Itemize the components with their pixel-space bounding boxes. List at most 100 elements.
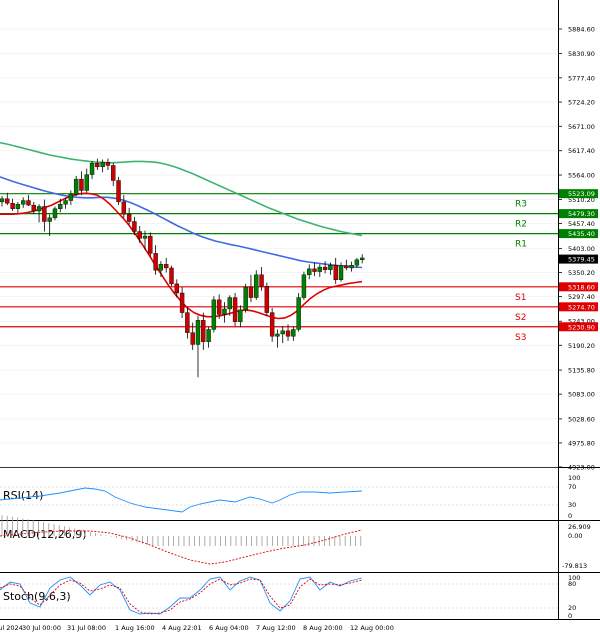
level-price-s3: 5230.90 (568, 323, 595, 331)
candle-body-47 (248, 286, 254, 298)
candle-body-12 (63, 200, 68, 205)
candle-body-59 (312, 268, 317, 272)
candle-body-45 (238, 309, 243, 322)
candle-body-24 (126, 214, 132, 222)
current-price-marker: 5379.45 (559, 254, 598, 264)
price-tick-7: 5510.20 (568, 196, 595, 204)
candle-body-25 (132, 221, 137, 232)
time-label-6: 6 Aug 04:00 (209, 624, 249, 632)
candle-body-5 (26, 200, 31, 206)
level-name-r1: R1 (515, 240, 527, 250)
macd-tick-max: 26.909 (568, 523, 591, 531)
candle-body-34 (179, 292, 185, 313)
stoch-tick-100: 100 (568, 574, 580, 582)
candle-body-65 (344, 265, 349, 269)
candle-body-52 (275, 333, 280, 337)
candlesticks (0, 158, 365, 378)
time-axis: 29 Jul 2024 30 Jul 00:00 31 Jul 08:00 1 … (0, 624, 394, 632)
price-tick-14: 5135.80 (568, 367, 595, 375)
level-name-s3: S3 (515, 333, 526, 343)
rsi-line (0, 487, 363, 513)
level-name-s1: S1 (515, 293, 526, 303)
price-tick-18: 4923.00 (568, 464, 595, 472)
candle-body-30 (158, 264, 164, 271)
stoch-tick-80: 80 (568, 580, 576, 588)
candle-body-0 (0, 198, 5, 203)
level-price-box-s1 (559, 282, 598, 292)
level-price-r3: 5523.09 (568, 190, 595, 198)
candle-body-28 (148, 235, 153, 254)
price-axis: 5884.60 5830.90 5777.40 5724.20 5671.00 5617.… (558, 26, 595, 472)
price-tick-15: 5083.00 (568, 391, 595, 399)
level-name-s2: S2 (515, 313, 526, 323)
rsi-tick-100: 100 (568, 474, 580, 482)
candle-body-31 (164, 264, 169, 269)
candle-body-49 (259, 274, 264, 287)
level-price-r1: 5435.40 (568, 230, 595, 238)
candle-body-41 (216, 299, 222, 315)
candle-body-13 (68, 193, 74, 201)
time-label-9: 12 Aug 00:00 (350, 624, 394, 632)
price-tick-16: 5028.60 (568, 415, 595, 423)
candle-body-62 (328, 265, 333, 270)
candle-body-40 (211, 299, 217, 330)
rsi-tick-70: 70 (568, 483, 576, 491)
candle-body-58 (307, 268, 312, 275)
stoch-k-line (0, 576, 363, 615)
level-price-box-r3 (559, 189, 598, 199)
candle-body-29 (153, 253, 158, 271)
price-tick-12: 5243.00 (568, 318, 595, 326)
candle-body-8 (42, 206, 47, 222)
level-price-box-r2 (559, 209, 598, 219)
stoch-panel: Stoch(9,6,3) 100 80 20 0 (0, 574, 580, 620)
candle-body-19 (100, 162, 105, 168)
price-tick-11: 5297.40 (568, 293, 595, 301)
stoch-label: Stoch(9,6,3) (3, 590, 71, 603)
macd-signal-line (0, 529, 363, 565)
candle-body-18 (95, 162, 100, 168)
ma-line-0 (0, 141, 363, 237)
time-label-1: 29 Jul 2024 (0, 624, 23, 632)
candle-body-10 (52, 208, 58, 219)
candle-body-35 (185, 312, 190, 333)
candle-body-27 (142, 235, 148, 239)
rsi-tick-0: 0 (568, 512, 572, 520)
time-label-4: 1 Aug 16:00 (115, 624, 155, 632)
candle-body-57 (301, 274, 307, 298)
candle-body-55 (291, 329, 296, 337)
candle-body-7 (36, 206, 42, 212)
macd-panel: MACD(12,26,9) 26.909 0.00 -79.813 (0, 515, 591, 570)
candle-body-43 (227, 297, 232, 310)
candle-body-22 (116, 180, 121, 203)
grid (0, 28, 558, 468)
candle-body-61 (322, 266, 328, 270)
time-label-8: 8 Aug 20:00 (303, 624, 343, 632)
candle-body-51 (269, 312, 275, 337)
level-price-s1: 5318.60 (568, 283, 595, 291)
level-price-box-r1 (559, 229, 598, 239)
macd-histogram (1, 515, 362, 546)
price-tick-17: 4975.80 (568, 439, 595, 447)
candle-body-37 (195, 320, 201, 345)
price-tick-5: 5617.40 (568, 147, 595, 155)
candle-body-48 (254, 274, 259, 298)
level-price-r2: 5479.30 (568, 210, 595, 218)
candle-body-23 (121, 201, 127, 215)
price-tick-0: 5884.60 (568, 26, 595, 34)
level-name-r2: R2 (515, 220, 527, 230)
stoch-tick-0: 0 (568, 612, 572, 620)
candle-body-56 (296, 297, 301, 330)
price-tick-3: 5724.20 (568, 99, 595, 107)
rsi-label: RSI(14) (3, 489, 43, 502)
macd-label: MACD(12,26,9) (3, 528, 87, 541)
level-name-r3: R3 (515, 200, 527, 210)
candle-body-15 (79, 178, 84, 191)
candle-body-16 (84, 174, 89, 191)
price-tick-13: 5190.20 (568, 342, 595, 350)
candle-body-21 (111, 165, 116, 181)
candle-body-44 (232, 297, 238, 322)
candle-body-53 (280, 330, 285, 335)
price-tick-8: 5457.40 (568, 220, 595, 228)
candle-body-3 (15, 203, 21, 209)
